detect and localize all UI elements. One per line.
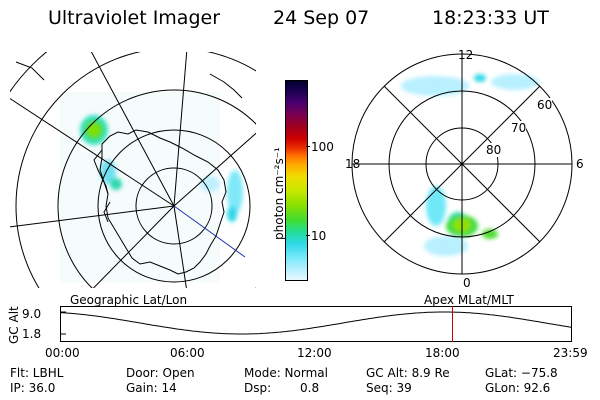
dsp-value: 0.8 [300,381,320,395]
glon-readout: GLon: 92.6 [485,381,551,395]
mlat-label-60: 60 [537,98,553,112]
filter-readout: Flt: LBHL [10,366,64,380]
xtick-0000: 00:00 [45,346,80,360]
glat-readout: GLat: −75.8 [485,366,558,380]
mlt-label-dawn: 6 [576,157,584,171]
geographic-image-panel [10,52,256,288]
timeline-ytick-min: 1.8 [22,327,42,341]
colorbar-unit-label: photon cm⁻²s⁻¹ [272,147,286,240]
xtick-1200: 12:00 [297,346,332,360]
time-label: 18:23:33 UT [432,7,549,29]
instrument-title: Ultraviolet Imager [48,7,221,29]
colorbar-tick-mark [306,235,310,236]
mlt-label-noon: 12 [458,48,474,62]
mag-panel-label: Apex MLat/MLT [424,293,514,307]
seq-readout: Seq: 39 [366,381,412,395]
geo-meridians [10,52,256,288]
mag-mlt-lines [352,54,572,274]
magnetic-image-panel [351,53,573,275]
mlt-label-dusk: 18 [345,157,361,171]
door-readout: Door: Open [126,366,195,380]
mlt-label-midnight: 0 [463,276,471,290]
geo-aurora-emission [80,115,243,222]
geo-panel-label: Geographic Lat/Lon [70,293,188,307]
date-label: 24 Sep 07 [273,7,370,29]
timeline-ytick-max: 9.0 [22,307,42,321]
dsp-label: Dsp: [244,381,272,395]
geo-coastline [99,129,227,275]
colorbar-tick-100: 100 [311,140,334,154]
timeline-ylabel: GC Alt [7,306,21,344]
mlat-label-70: 70 [511,121,527,135]
xtick-2359: 23:59 [553,346,588,360]
xtick-1800: 18:00 [425,346,460,360]
plot-frame [60,306,572,342]
xtick-0600: 06:00 [170,346,205,360]
orbit-altitude-plot [60,306,572,342]
geo-midnight-meridian [173,205,246,258]
geo-peninsula [93,149,111,223]
ip-readout: IP: 36.0 [10,381,56,395]
colorbar-tick-mark [306,146,310,147]
gc-alt-readout: GC Alt: 8.9 Re [366,366,450,380]
geo-coast-fragment [15,61,243,99]
mag-aurora-emission [401,74,539,256]
mlat-label-80: 80 [486,143,502,157]
orbit-altitude-curve [60,311,572,335]
gain-readout: Gain: 14 [126,381,177,395]
mode-readout: Mode: Normal [244,366,328,380]
geo-latitude-circles [10,52,256,288]
colorbar [285,80,308,281]
colorbar-tick-10: 10 [311,229,327,243]
